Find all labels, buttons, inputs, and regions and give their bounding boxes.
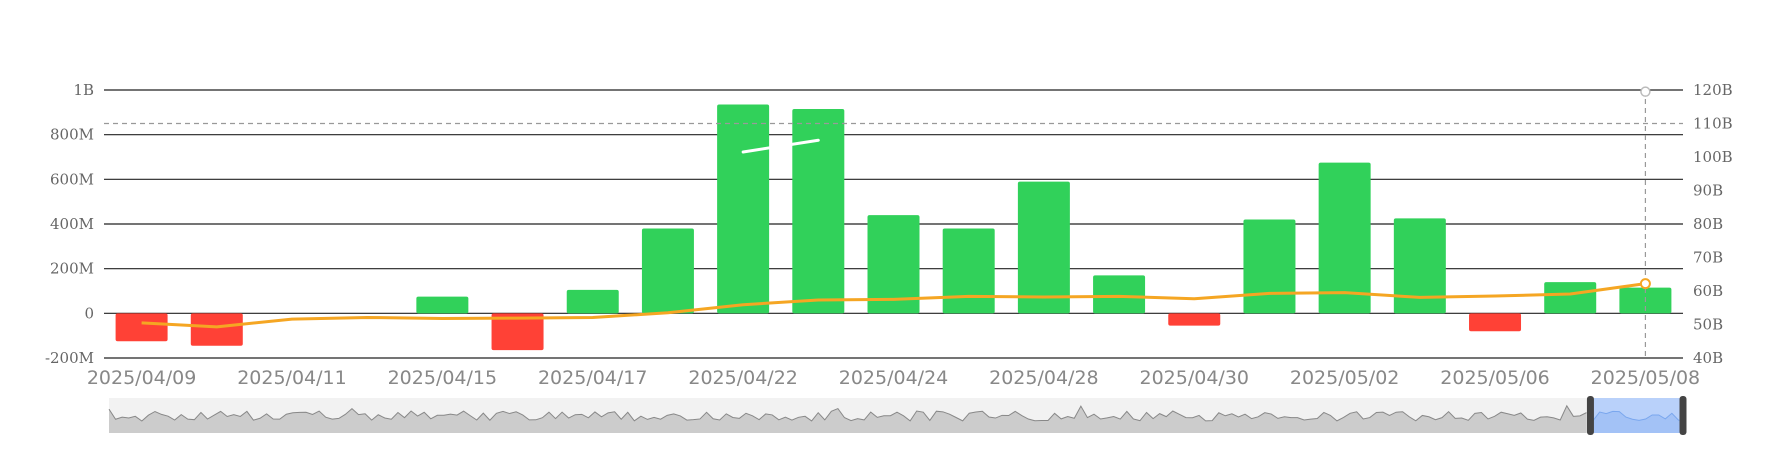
white-line-marker: [1640, 86, 1651, 97]
bar: [1017, 181, 1070, 314]
right-tick-label: 80B: [1693, 215, 1723, 233]
x-tick-label: 2025/04/30: [1140, 367, 1250, 389]
bar: [641, 228, 694, 314]
bar: [190, 313, 243, 346]
bar: [1318, 162, 1371, 314]
left-tick-label: 1B: [73, 81, 94, 99]
x-tick-label: 2025/05/06: [1440, 367, 1550, 389]
zoom-selected-line: [1592, 410, 1686, 421]
crosshair: [104, 86, 1683, 358]
right-axis-labels: 120B 110B 100B 90B 80B 70B 60B 50B 40B: [1693, 81, 1733, 367]
left-tick-label: 800M: [50, 126, 94, 144]
bar: [115, 313, 168, 342]
right-tick-label: 70B: [1693, 249, 1723, 267]
bar: [566, 289, 619, 314]
line-series-path: [141, 282, 1646, 329]
left-tick-label: -200M: [45, 349, 94, 367]
zoom-slider[interactable]: [108, 396, 1687, 435]
x-tick-label: 2025/04/24: [839, 367, 949, 389]
right-tick-label: 110B: [1693, 115, 1733, 133]
bar: [867, 215, 920, 314]
white-line: [741, 138, 820, 154]
bar: [1469, 313, 1522, 332]
x-tick-label: 2025/04/17: [538, 367, 648, 389]
x-tick-label: 2025/04/22: [688, 367, 798, 389]
zoom-handle[interactable]: [1679, 396, 1687, 435]
x-tick-label: 2025/04/11: [237, 367, 347, 389]
zoom-overview-line: [108, 404, 1587, 422]
white-line-series: [741, 138, 820, 154]
bar: [1243, 219, 1296, 314]
bar: [1544, 282, 1597, 314]
bar: [792, 108, 845, 314]
bar: [416, 296, 469, 314]
x-tick-label: 2025/05/02: [1290, 367, 1400, 389]
right-tick-label: 60B: [1693, 282, 1723, 300]
right-tick-label: 40B: [1693, 349, 1723, 367]
line-series: [141, 282, 1646, 329]
x-tick-label: 2025/04/28: [989, 367, 1099, 389]
right-tick-label: 50B: [1693, 316, 1723, 334]
left-tick-label: 0: [84, 304, 94, 322]
line-marker: [1639, 278, 1651, 290]
bar: [1168, 313, 1221, 326]
right-tick-label: 120B: [1693, 81, 1733, 99]
bar: [1393, 218, 1446, 314]
x-tick-label: 2025/04/09: [87, 367, 197, 389]
x-axis-labels: 2025/04/09 2025/04/11 2025/04/15 2025/04/17…: [87, 367, 1700, 389]
bar-series: [115, 104, 1672, 351]
zoom-handle[interactable]: [1586, 396, 1594, 435]
right-tick-label: 90B: [1693, 182, 1723, 200]
zoom-selected-area: [1593, 411, 1685, 433]
bar: [491, 313, 544, 351]
left-axis-labels: 1B 800M 600M 400M 200M 0 -200M: [45, 81, 94, 367]
left-tick-label: 200M: [50, 260, 94, 278]
right-tick-label: 100B: [1693, 148, 1733, 166]
bar: [1093, 275, 1146, 314]
bar: [942, 228, 995, 314]
bar: [717, 104, 770, 314]
x-tick-label: 2025/05/08: [1591, 367, 1701, 389]
left-tick-label: 600M: [50, 170, 94, 188]
x-tick-label: 2025/04/15: [388, 367, 498, 389]
left-tick-label: 400M: [50, 215, 94, 233]
